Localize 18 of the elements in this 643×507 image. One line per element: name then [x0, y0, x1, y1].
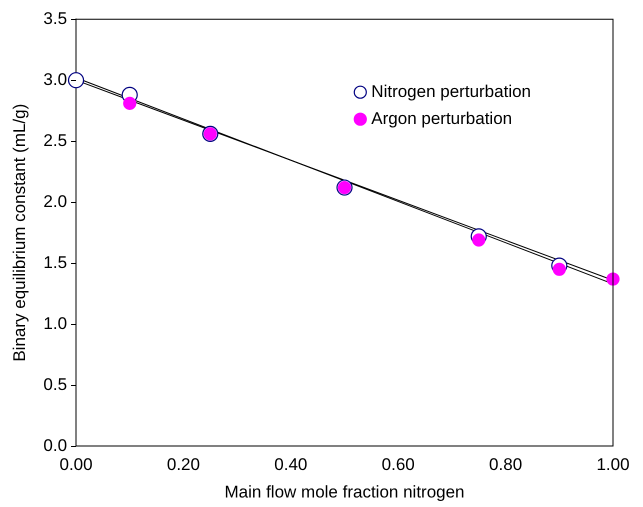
x-axis-title: Main flow mole fraction nitrogen — [224, 482, 465, 502]
y-tick-label: 0.5 — [43, 374, 68, 394]
x-tick-label: 0.80 — [489, 455, 522, 474]
x-tick-label: 0.40 — [274, 455, 308, 474]
y-tick-label: 1.5 — [43, 252, 68, 272]
y-tick-label: 3.5 — [43, 8, 68, 28]
y-tick-label: 2.5 — [43, 130, 68, 150]
x-tick-label: 1.00 — [596, 455, 630, 474]
y-axis-title: Binary equilibrium constant (mL/g) — [10, 104, 29, 362]
y-tick-label: 3.0 — [43, 70, 68, 89]
y-tick-label: 1.0 — [43, 314, 68, 333]
x-tick-label: 0.20 — [166, 455, 200, 474]
x-tick-label: 0.00 — [59, 455, 93, 474]
legend-label: Nitrogen perturbation — [371, 82, 532, 101]
y-tick-label: 2.0 — [43, 192, 68, 211]
legend-label: Argon perturbation — [371, 108, 512, 128]
x-tick-label: 0.60 — [382, 455, 415, 474]
y-tick-label: 0.0 — [43, 436, 68, 455]
